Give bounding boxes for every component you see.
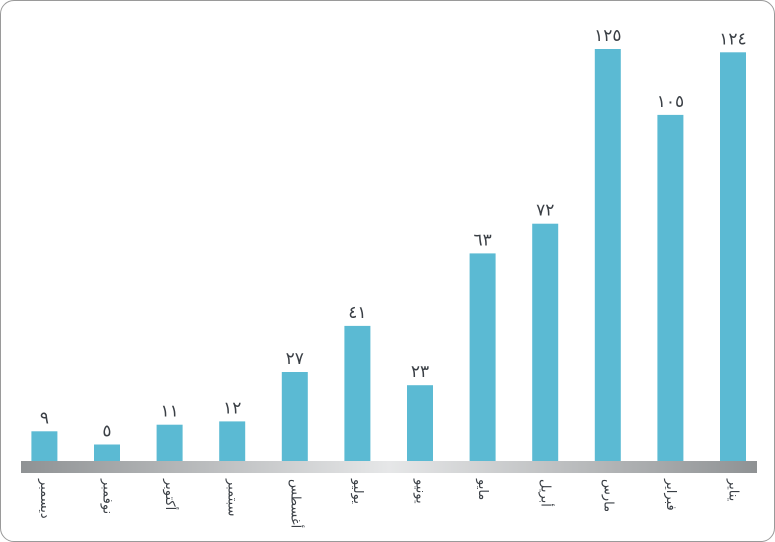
bar-8 [281, 372, 308, 461]
bar-6 [407, 385, 433, 461]
category-tick-label: يونيو [413, 478, 428, 504]
category-tick-label: أغسطس [287, 479, 304, 528]
bar-4 [532, 223, 559, 461]
category-tick-label: فبراير [663, 478, 678, 511]
bar-value-label: ٦٣ [473, 230, 491, 250]
x-axis-baseline [21, 461, 757, 473]
bar-11 [94, 444, 120, 461]
bar-5 [469, 253, 496, 461]
bar-9 [219, 421, 246, 461]
bar-1 [720, 52, 746, 462]
category-tick-label: سبتمبر [225, 478, 240, 516]
bar-value-label: ١٠٥ [657, 92, 684, 112]
bar-value-label: ١٢٥ [594, 26, 621, 46]
bar-7 [344, 325, 371, 461]
bar-value-label: ٧٢ [536, 201, 554, 221]
bar-12 [31, 431, 58, 461]
bar-2 [657, 114, 684, 462]
category-tick-label: أبريل [538, 479, 555, 507]
bar-value-label: ٤١ [348, 303, 366, 323]
bar-value-label: ٩ [40, 408, 49, 428]
bar-value-label: ٢٣ [411, 362, 429, 382]
bar-value-label: ١٢ [223, 398, 241, 418]
bar-value-label: ١٢٤ [719, 29, 746, 49]
category-tick-label: يناير [726, 478, 741, 502]
category-tick-label: مايو [475, 478, 490, 500]
category-tick-label: ديسمبر [37, 478, 52, 519]
bar-value-label: ٥ [102, 422, 111, 442]
bar-value-label: ٢٧ [286, 349, 304, 369]
bar-10 [156, 424, 183, 461]
category-tick-label: يوليو [350, 478, 365, 504]
category-tick-label: أكتوبر [162, 478, 179, 510]
bar-3 [594, 49, 621, 461]
bar-value-label: ١١ [160, 402, 178, 422]
category-tick-label: نوفمبر [100, 478, 115, 514]
category-tick-label: مارس [600, 479, 615, 512]
